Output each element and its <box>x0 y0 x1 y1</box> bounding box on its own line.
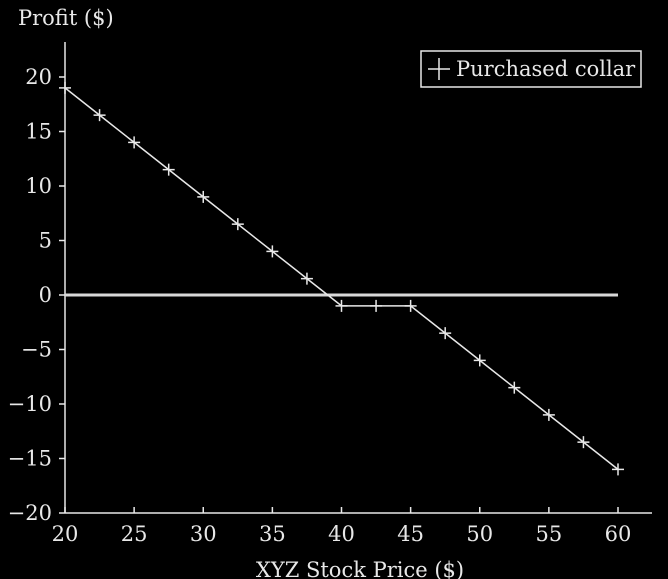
y-tick-label: −15 <box>8 447 52 471</box>
x-axis-title: XYZ Stock Price ($) <box>256 558 464 579</box>
y-tick-label: 5 <box>39 229 52 253</box>
legend: Purchased collar <box>420 50 642 88</box>
data-point <box>404 299 417 312</box>
data-point <box>59 81 71 94</box>
data-point <box>93 109 106 122</box>
data-point <box>473 354 486 367</box>
y-axis: 20 15 10 5 0 −5 −10 −15 −20 <box>8 42 66 525</box>
y-axis-title: Profit ($) <box>18 6 114 30</box>
x-tick-label: 30 <box>190 522 217 546</box>
x-tick-label: 60 <box>605 522 632 546</box>
data-point <box>542 408 555 421</box>
y-tick-label: −5 <box>21 338 52 362</box>
data-point <box>197 190 210 203</box>
y-tick-label: 0 <box>39 283 52 307</box>
data-point <box>370 299 383 312</box>
x-tick-label: 55 <box>536 522 563 546</box>
y-tick-label: 10 <box>25 174 52 198</box>
x-tick-label: 35 <box>259 522 286 546</box>
x-tick-label: 25 <box>121 522 148 546</box>
series-purchased-collar <box>59 81 624 476</box>
y-tick-label: 15 <box>25 120 52 144</box>
data-point <box>612 463 624 476</box>
legend-box <box>420 50 642 88</box>
data-point <box>508 381 521 394</box>
x-axis: 20 25 30 35 40 45 50 55 60 <box>52 507 652 546</box>
legend-marker-icon <box>428 58 450 80</box>
x-tick-label: 45 <box>397 522 424 546</box>
data-point <box>577 436 590 449</box>
data-point <box>231 218 244 231</box>
data-point <box>335 299 348 312</box>
y-tick-label: −10 <box>8 392 52 416</box>
data-point <box>300 272 313 285</box>
legend-label: Purchased collar <box>456 57 636 81</box>
data-point <box>439 327 452 340</box>
y-tick-label: 20 <box>25 65 52 89</box>
y-tick-label: −20 <box>8 501 52 525</box>
data-point <box>162 163 175 176</box>
x-tick-label: 50 <box>466 522 493 546</box>
data-point <box>266 245 279 258</box>
data-point <box>128 136 141 149</box>
x-tick-label: 20 <box>52 522 79 546</box>
x-tick-label: 40 <box>328 522 355 546</box>
